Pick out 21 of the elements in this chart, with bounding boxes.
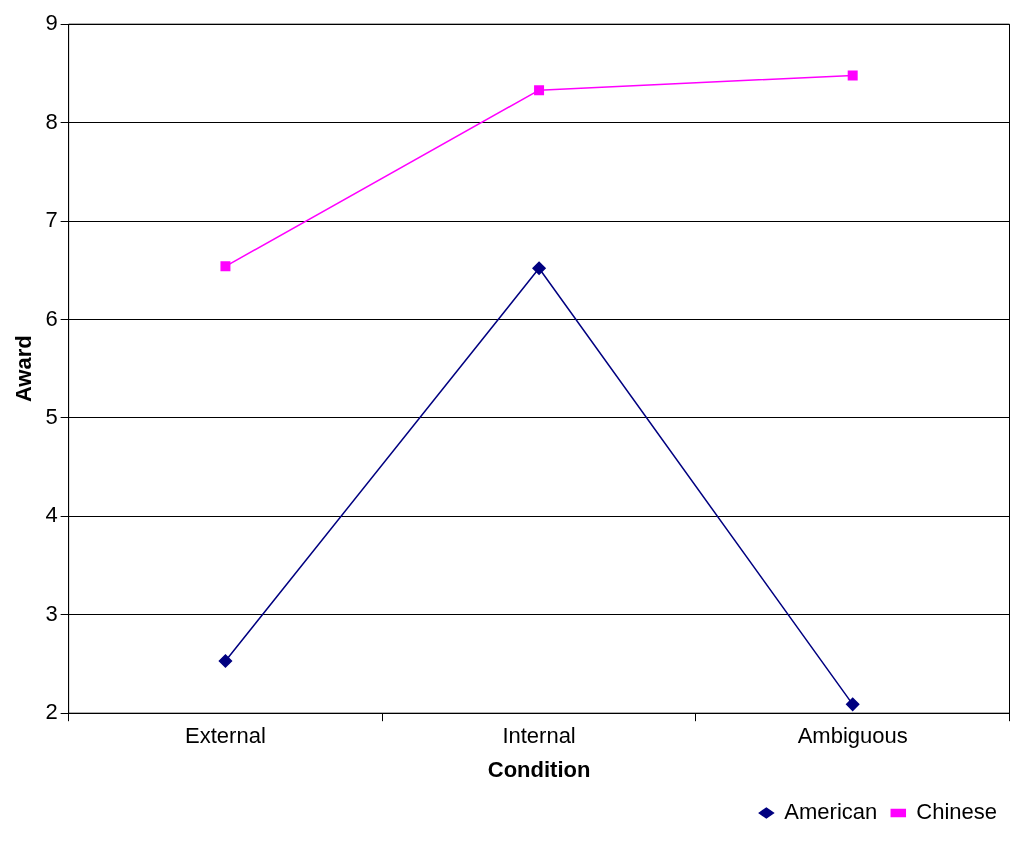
y-tick-label: 2 [45, 699, 58, 725]
y-axis-title: Award [11, 335, 37, 403]
x-tick-label: Ambiguous [797, 723, 908, 749]
y-tick-label: 7 [45, 207, 58, 233]
x-tick-label: External [185, 723, 266, 749]
y-tick-label: 6 [45, 305, 58, 331]
y-tick-label: 4 [45, 502, 58, 528]
y-tick-label: 5 [45, 403, 58, 429]
y-tick-label: 9 [45, 10, 58, 36]
point [532, 261, 546, 276]
x-tick-label: Internal [502, 723, 576, 749]
legend-label: American [784, 799, 878, 825]
legend-label: Chinese [916, 799, 997, 825]
y-tick-label: 8 [45, 108, 58, 134]
point [845, 697, 860, 712]
y-tick-label: 3 [45, 600, 58, 626]
point [218, 654, 233, 668]
point [847, 70, 858, 81]
point [534, 85, 545, 96]
point [220, 261, 231, 272]
x-axis-title: Condition [487, 756, 591, 782]
